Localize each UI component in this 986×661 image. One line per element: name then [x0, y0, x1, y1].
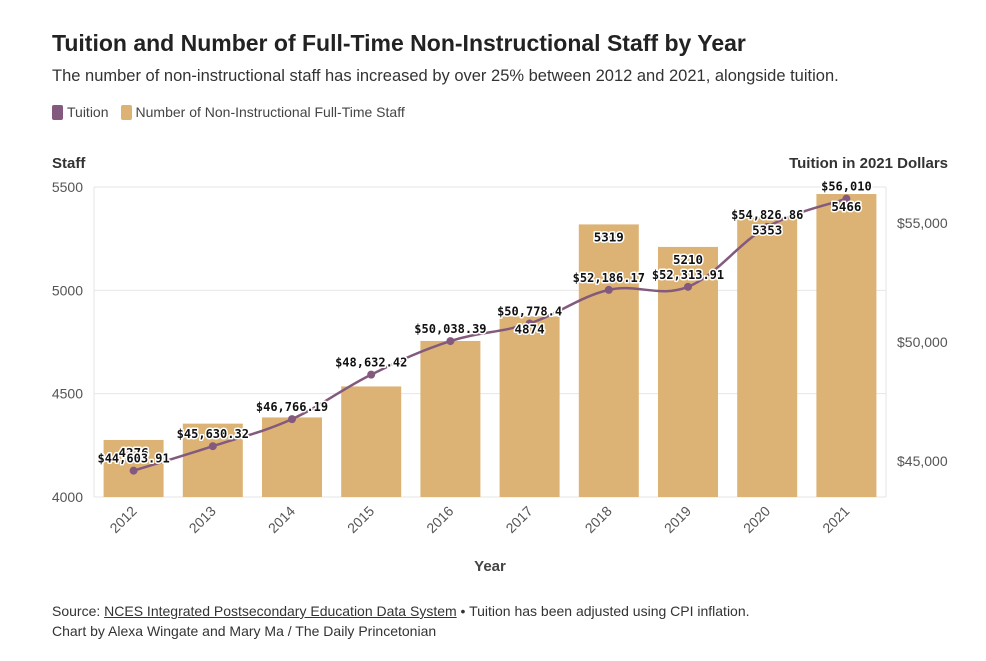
x-tick-label: 2016 [423, 503, 456, 536]
x-axis-title: Year [474, 558, 506, 575]
bar-data-label: 4874 [515, 321, 545, 336]
x-tick-label: 2018 [582, 503, 615, 536]
y-tick-label: 4500 [52, 386, 83, 402]
bar [341, 386, 402, 497]
source-line: Source: NCES Integrated Postsecondary Ed… [52, 601, 750, 621]
bar-data-label: 5319 [594, 229, 624, 244]
bar [578, 224, 639, 497]
tuition-point [208, 442, 217, 451]
legend: Tuition Number of Non-Instructional Full… [52, 104, 411, 120]
tuition-point [288, 415, 296, 424]
legend-swatch-staff [120, 104, 132, 120]
chart-footer: Source: NCES Integrated Postsecondary Ed… [52, 601, 750, 641]
bar [816, 194, 877, 497]
tuition-data-label: $54,826.86 [731, 208, 803, 222]
bar [499, 316, 560, 497]
tuition-point [763, 222, 772, 231]
legend-swatch-tuition [52, 104, 63, 120]
y2-tick-label: $50,000 [897, 334, 948, 350]
tuition-point [842, 194, 851, 203]
source-prefix: Source: [52, 603, 105, 619]
tuition-point [446, 337, 455, 346]
legend-label-staff: Number of Non-Instructional Full-Time St… [135, 104, 405, 120]
bar [182, 423, 243, 497]
source-link[interactable]: NCES Integrated Postsecondary Education … [104, 603, 457, 619]
tuition-point [367, 370, 376, 379]
bar-data-label: 5466 [831, 199, 861, 214]
y-axis-title: Staff [52, 155, 86, 172]
x-tick-label: 2015 [344, 503, 377, 536]
y2-tick-label: $45,000 [897, 453, 948, 469]
y2-axis-title: Tuition in 2021 Dollars [789, 155, 948, 172]
bar [262, 417, 322, 497]
x-tick-label: 2019 [661, 503, 694, 536]
tuition-point [525, 319, 534, 328]
bar [737, 217, 798, 497]
x-tick-label: 2021 [819, 503, 852, 536]
chart-subtitle: The number of non-instructional staff ha… [52, 67, 839, 85]
x-tick-label: 2017 [502, 503, 535, 536]
x-tick-label: 2012 [106, 503, 139, 536]
tuition-data-label: $52,186.17 [573, 271, 645, 285]
legend-label-tuition: Tuition [67, 104, 109, 120]
y-tick-label: 4000 [52, 489, 83, 505]
tuition-data-label: $52,313.91 [652, 268, 724, 282]
tuition-data-label: $56,010 [821, 180, 872, 194]
tuition-data-label: $50,778.4 [497, 304, 562, 318]
tuition-line [133, 197, 847, 472]
chart-title: Tuition and Number of Full-Time Non-Inst… [52, 30, 746, 56]
bar-data-label: 4276 [119, 445, 149, 460]
x-tick-label: 2013 [186, 503, 219, 536]
x-tick-label: 2014 [265, 503, 298, 536]
tuition-data-label: $45,630.32 [177, 427, 249, 441]
tuition-data-label: $46,766.19 [256, 400, 328, 414]
legend-item-staff[interactable]: Number of Non-Instructional Full-Time St… [120, 104, 405, 120]
bar-data-label: 5353 [752, 222, 782, 237]
y-tick-label: 5000 [52, 282, 83, 298]
tuition-data-label: $44,603.91 [97, 452, 169, 466]
x-tick-label: 2020 [740, 503, 773, 536]
y2-tick-label: $55,000 [897, 215, 948, 231]
y-tick-label: 5500 [52, 179, 83, 195]
bar [420, 340, 481, 497]
credit-line: Chart by Alexa Wingate and Mary Ma / The… [52, 623, 437, 639]
tuition-data-label: $50,038.39 [414, 322, 486, 336]
tuition-point [684, 282, 692, 291]
tuition-point [604, 285, 613, 294]
bar-data-label: 5210 [673, 252, 703, 267]
legend-item-tuition[interactable]: Tuition [52, 104, 109, 120]
source-note: • Tuition has been adjusted using CPI in… [456, 603, 750, 619]
tuition-data-label: $48,632.42 [335, 356, 407, 370]
tuition-point [129, 466, 138, 475]
